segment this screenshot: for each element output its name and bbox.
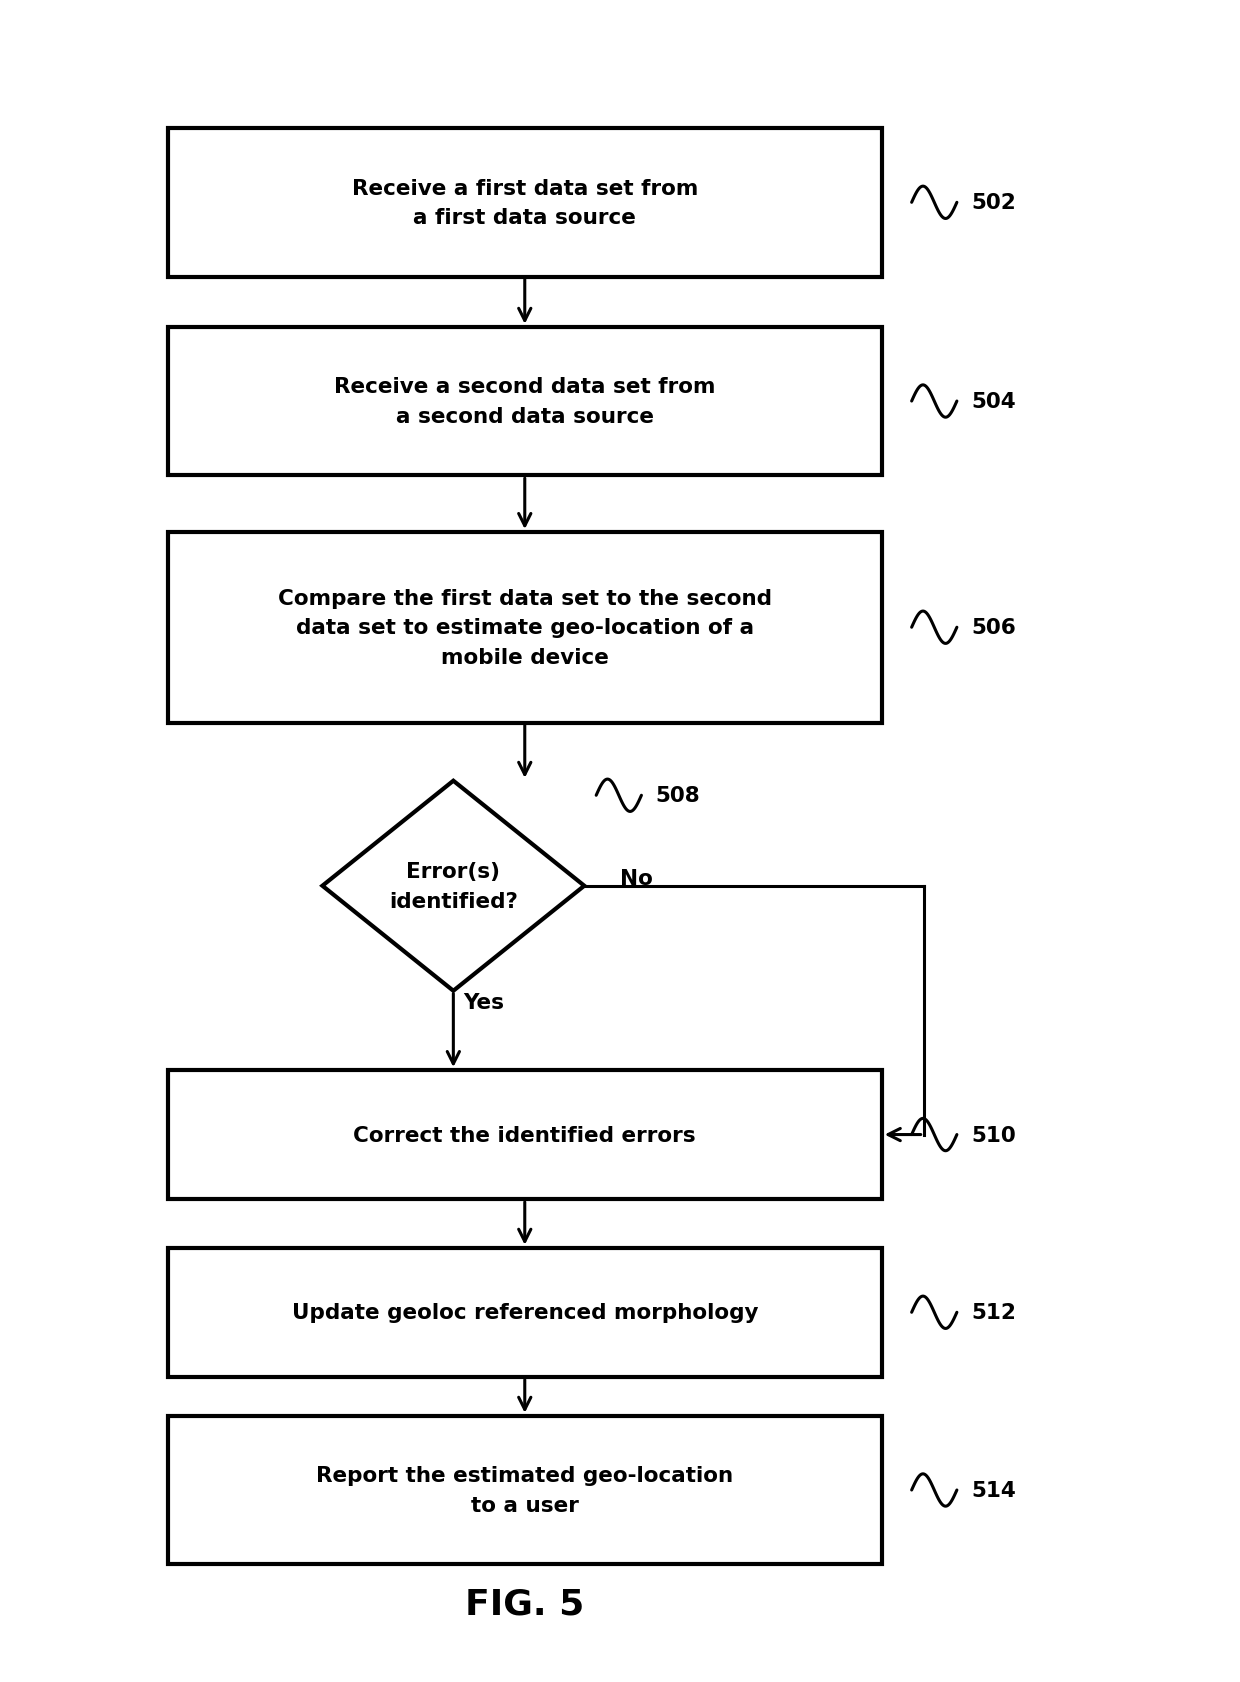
Text: 502: 502 bbox=[971, 193, 1016, 214]
Text: 510: 510 bbox=[971, 1125, 1016, 1145]
Text: Report the estimated geo-location
to a user: Report the estimated geo-location to a u… bbox=[316, 1465, 733, 1515]
Text: Receive a second data set from
a second data source: Receive a second data set from a second … bbox=[334, 377, 715, 427]
Text: 508: 508 bbox=[656, 785, 701, 806]
Bar bbox=[167, 533, 882, 723]
Text: Update geoloc referenced morphology: Update geoloc referenced morphology bbox=[291, 1302, 758, 1322]
Text: No: No bbox=[620, 868, 653, 888]
Bar bbox=[167, 1248, 882, 1378]
Text: 504: 504 bbox=[971, 392, 1016, 412]
Text: Correct the identified errors: Correct the identified errors bbox=[353, 1125, 696, 1145]
Text: 506: 506 bbox=[971, 617, 1016, 637]
Bar bbox=[167, 130, 882, 278]
Text: 512: 512 bbox=[971, 1302, 1016, 1322]
Bar bbox=[167, 1070, 882, 1199]
Text: Error(s)
identified?: Error(s) identified? bbox=[389, 861, 518, 912]
Text: Yes: Yes bbox=[463, 992, 503, 1013]
Bar bbox=[167, 328, 882, 476]
Polygon shape bbox=[322, 780, 584, 991]
Text: FIG. 5: FIG. 5 bbox=[465, 1586, 584, 1620]
Text: 514: 514 bbox=[971, 1480, 1016, 1500]
Bar bbox=[167, 1416, 882, 1564]
Text: Receive a first data set from
a first data source: Receive a first data set from a first da… bbox=[352, 178, 698, 229]
Text: Compare the first data set to the second
data set to estimate geo-location of a
: Compare the first data set to the second… bbox=[278, 589, 771, 668]
